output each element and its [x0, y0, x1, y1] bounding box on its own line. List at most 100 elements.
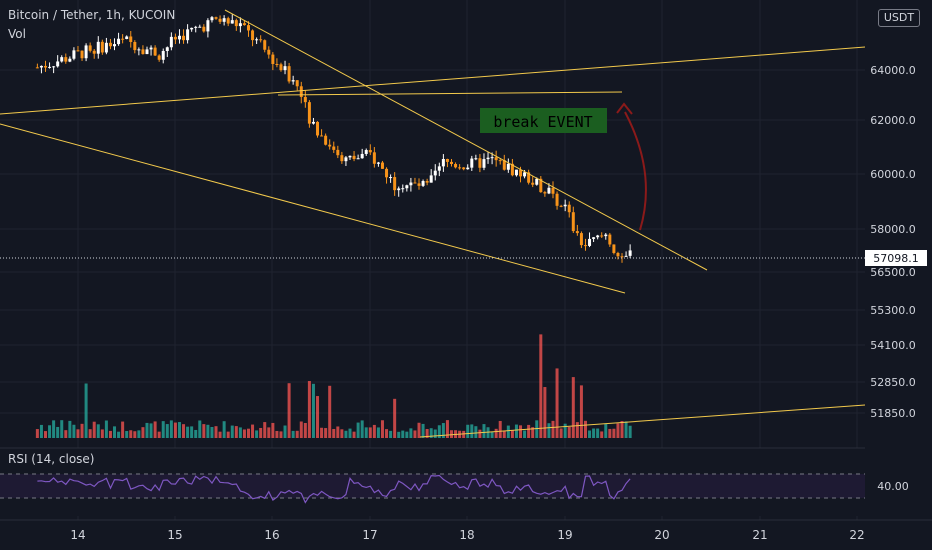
candle-body [356, 158, 360, 160]
volume-bar [299, 421, 303, 438]
volume-bar [242, 429, 246, 438]
volume-bar [43, 431, 47, 438]
candle-body [620, 256, 624, 258]
volume-bar [222, 421, 226, 438]
volume-bar [389, 430, 393, 438]
x-tick-label: 17 [362, 528, 377, 542]
volume-bar [52, 420, 56, 438]
candle-body [360, 153, 364, 159]
volume-bar [88, 429, 92, 438]
volume-bar [307, 381, 311, 438]
candle-body [43, 65, 47, 68]
volume-bar [555, 368, 559, 438]
volume-bar [56, 426, 60, 438]
volume-bar [226, 431, 230, 438]
candle-body [502, 160, 506, 170]
volume-bar [385, 429, 389, 438]
volume-bar [113, 426, 117, 438]
candles [35, 14, 632, 263]
candle-body [535, 178, 539, 185]
volume-bar [592, 428, 596, 438]
candle-body [368, 150, 372, 153]
volume-bar [356, 422, 360, 438]
candle-body [226, 18, 230, 24]
volume-bar [149, 423, 153, 438]
candle-body [514, 169, 518, 176]
volume-bar [328, 385, 332, 438]
candle-body [141, 49, 145, 55]
candle-body [628, 250, 632, 256]
candle-body [336, 149, 340, 156]
volume-bar [251, 424, 255, 438]
candle-body [279, 64, 283, 71]
volume-bar [125, 431, 129, 438]
volume-bar [64, 430, 68, 438]
candle-body [608, 234, 612, 245]
grid [0, 0, 865, 520]
volume-bar [506, 425, 510, 438]
x-tick-label: 21 [752, 528, 767, 542]
candle-body [72, 50, 76, 59]
candle-body [417, 183, 421, 186]
candle-body [255, 39, 259, 41]
candle-body [519, 169, 523, 177]
trendline-upper-descending [224, 9, 708, 271]
candle-body [202, 26, 206, 32]
currency-badge[interactable]: USDT [878, 9, 920, 27]
candle-body [551, 187, 555, 194]
candle-body [441, 159, 445, 167]
candle-body [344, 157, 348, 162]
volume-bar [287, 383, 291, 438]
candle-body [470, 158, 474, 168]
last-price-value: 57098.1 [873, 252, 919, 265]
volume-bar [295, 430, 299, 438]
volume-bar [608, 428, 612, 438]
candle-body [35, 67, 39, 69]
volume-bar [539, 334, 543, 438]
volume-label: Vol [8, 27, 26, 41]
candle-body [340, 155, 344, 162]
candle-body [559, 205, 563, 207]
volume-bar [336, 426, 340, 438]
candle-body [287, 66, 291, 82]
candle-body [307, 102, 311, 124]
candle-body [295, 80, 299, 87]
annotation-box [480, 108, 607, 133]
candle-body [393, 177, 397, 191]
x-tick-label: 15 [167, 528, 182, 542]
candle-body [523, 172, 527, 177]
symbol-title[interactable]: Bitcoin / Tether, 1h, KUCOIN [8, 8, 176, 22]
volume-bar [583, 420, 587, 438]
candle-body [583, 245, 587, 247]
candle-body [259, 39, 263, 41]
candle-body [604, 234, 608, 237]
volume-bar [588, 430, 592, 438]
volume-bar [344, 430, 348, 438]
volume-bar [612, 428, 616, 438]
candle-body [372, 152, 376, 164]
volume-bar [579, 385, 583, 438]
candle-body [555, 193, 559, 206]
volume-bar [100, 429, 104, 438]
volume-bar [417, 422, 421, 438]
volume-bar [316, 396, 320, 438]
candle-body [563, 204, 567, 207]
volume-bar [405, 431, 409, 438]
candle-body [539, 178, 543, 193]
volume-bar [117, 431, 121, 438]
volume-bar [380, 420, 384, 438]
candle-body [385, 168, 389, 178]
candle-body [596, 235, 600, 238]
candle-body [486, 157, 490, 160]
volume-bar [153, 421, 157, 438]
y-tick-label: 62000.0 [870, 114, 916, 127]
volume-bar [559, 428, 563, 438]
candle-body [547, 187, 551, 194]
volume-bar [271, 422, 275, 438]
volume-bar [437, 425, 441, 438]
arrow-annotation [616, 102, 647, 231]
candle-body [108, 42, 112, 47]
candle-body [316, 121, 320, 136]
volume-bar [72, 424, 76, 438]
y-tick-label: 54100.0 [870, 339, 916, 352]
